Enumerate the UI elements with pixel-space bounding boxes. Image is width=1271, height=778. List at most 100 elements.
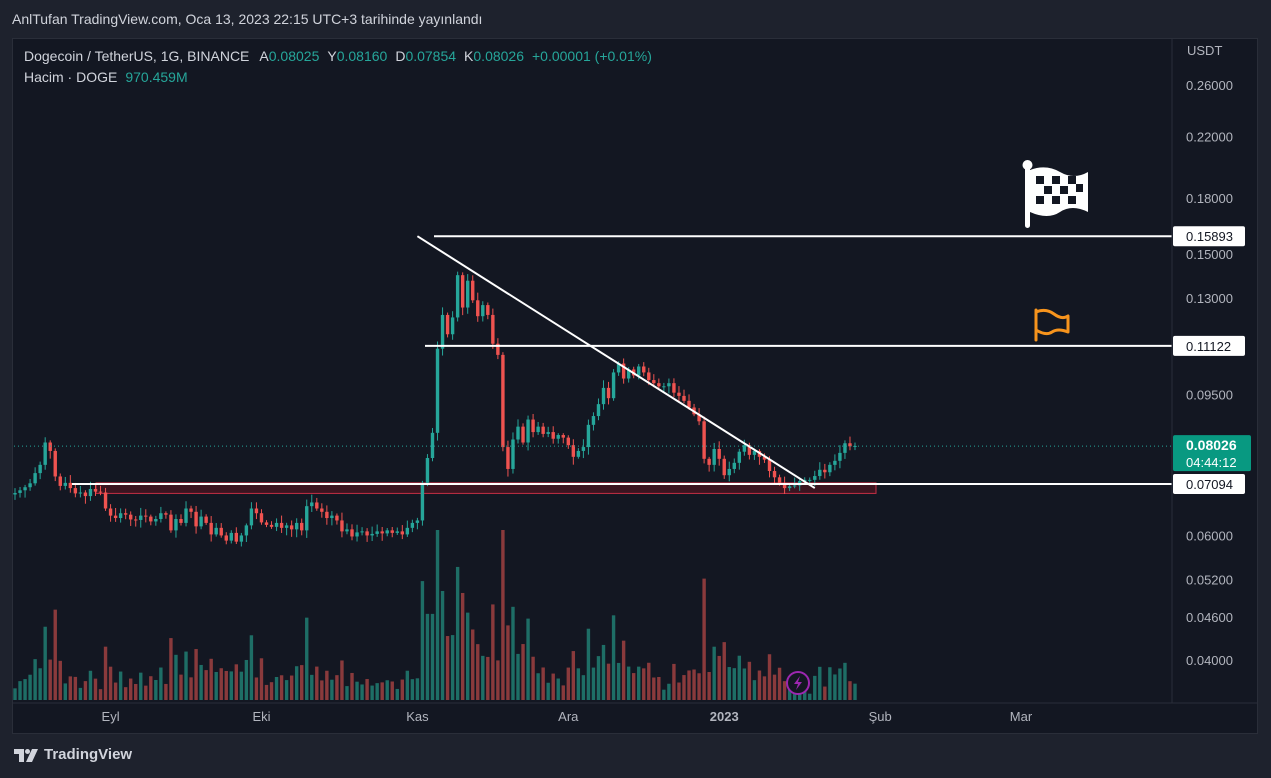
volume-bar <box>159 667 163 700</box>
volume-bar <box>546 682 550 700</box>
volume-bar <box>310 674 314 700</box>
open-value: 0.08025 <box>268 48 320 64</box>
volume-row: Hacim · DOGE 970.459M <box>24 67 660 88</box>
candle-body <box>813 476 817 480</box>
volume-bar <box>677 682 681 700</box>
volume-bar <box>667 683 671 700</box>
volume-bar <box>93 678 98 700</box>
candle-body <box>244 525 249 536</box>
volume-bar <box>118 671 123 700</box>
candle-body <box>98 491 103 493</box>
candle-body <box>113 515 118 519</box>
volume-bar <box>637 666 641 700</box>
candle-body <box>777 477 782 484</box>
candle-body <box>68 482 73 489</box>
candle-body <box>219 527 223 536</box>
volume-bar <box>219 668 223 700</box>
candle-body <box>33 473 37 484</box>
lightning-icon[interactable] <box>786 671 810 695</box>
candle-body <box>561 435 565 438</box>
candle-body <box>300 522 304 531</box>
time-tick-label: Eki <box>252 709 270 724</box>
volume-bar <box>647 662 651 700</box>
candle-body <box>838 452 842 461</box>
volume-bar <box>682 675 686 700</box>
candle-body <box>848 443 852 447</box>
candle-body <box>833 460 837 465</box>
volume-bar <box>375 683 379 700</box>
candle-body <box>214 527 218 535</box>
candle-body <box>621 363 626 379</box>
time-tick-label: Kas <box>406 709 429 724</box>
candle-body <box>194 511 198 527</box>
price-tick-label: 0.04000 <box>1186 653 1233 668</box>
candle-body <box>677 392 681 396</box>
volume-bar <box>320 680 324 700</box>
candle-body <box>395 531 399 533</box>
volume-bar <box>294 666 299 700</box>
level-label: 0.15893 <box>1186 229 1233 244</box>
volume-bar <box>823 686 827 700</box>
support-zone[interactable] <box>95 482 877 494</box>
volume-bar <box>355 681 359 700</box>
volume-bar <box>209 658 213 700</box>
flag-icon <box>1034 308 1070 342</box>
candles <box>13 271 857 547</box>
candle-body <box>330 515 334 519</box>
volume-bar <box>279 675 284 700</box>
volume-bar <box>707 672 711 700</box>
candle-body <box>466 280 470 308</box>
volume-bar <box>808 693 812 700</box>
volume-bar <box>264 684 269 700</box>
symbol-title[interactable]: Dogecoin / TetherUS, 1G, BINANCE <box>24 48 250 64</box>
volume-bar <box>742 668 747 700</box>
volume-bar <box>596 656 601 700</box>
volume-bar <box>305 617 309 700</box>
high-label: Y <box>327 48 337 64</box>
candle-body <box>289 525 294 530</box>
volume-bar <box>460 592 465 700</box>
candle-body <box>204 516 208 523</box>
volume-bar <box>385 680 389 700</box>
high-value: 0.08160 <box>336 48 388 64</box>
volume-bar <box>536 673 540 700</box>
volume-bar <box>642 668 646 700</box>
chart-pane[interactable] <box>12 38 1258 734</box>
volume-bar <box>184 651 188 700</box>
trendline[interactable] <box>416 235 816 489</box>
candle-body <box>682 395 686 401</box>
volume-bar <box>657 677 661 700</box>
candle-body <box>782 483 787 489</box>
volume-bar <box>471 629 475 700</box>
price-tick-label: 0.13000 <box>1186 291 1233 306</box>
candle-body <box>450 317 455 335</box>
candle-body <box>63 482 67 486</box>
candle-body <box>294 522 299 530</box>
volume-bar <box>13 688 17 700</box>
candle-body <box>159 513 163 519</box>
candle-body <box>350 529 354 537</box>
candle-body <box>506 447 510 469</box>
candle-body <box>707 458 711 465</box>
candle-body <box>184 508 188 523</box>
volume-bar <box>259 658 264 700</box>
tradingview-logo-icon <box>14 748 38 762</box>
candle-body <box>601 387 606 405</box>
price-tick-label: 0.09500 <box>1186 387 1233 402</box>
volume-bar <box>325 670 329 700</box>
brand-name[interactable]: TradingView <box>44 746 133 763</box>
candle-body <box>370 533 374 536</box>
candle-body <box>491 314 495 344</box>
candle-body <box>315 502 319 509</box>
level-label-box <box>1173 335 1245 356</box>
candle-body <box>481 305 485 317</box>
volume-bar <box>838 668 842 700</box>
candle-body <box>440 314 445 349</box>
volume-bar <box>149 676 153 700</box>
volume-bar <box>335 675 339 700</box>
candle-body <box>164 513 168 515</box>
candle-body <box>425 458 430 483</box>
volume-bar <box>269 682 274 700</box>
candle-body <box>154 518 158 522</box>
